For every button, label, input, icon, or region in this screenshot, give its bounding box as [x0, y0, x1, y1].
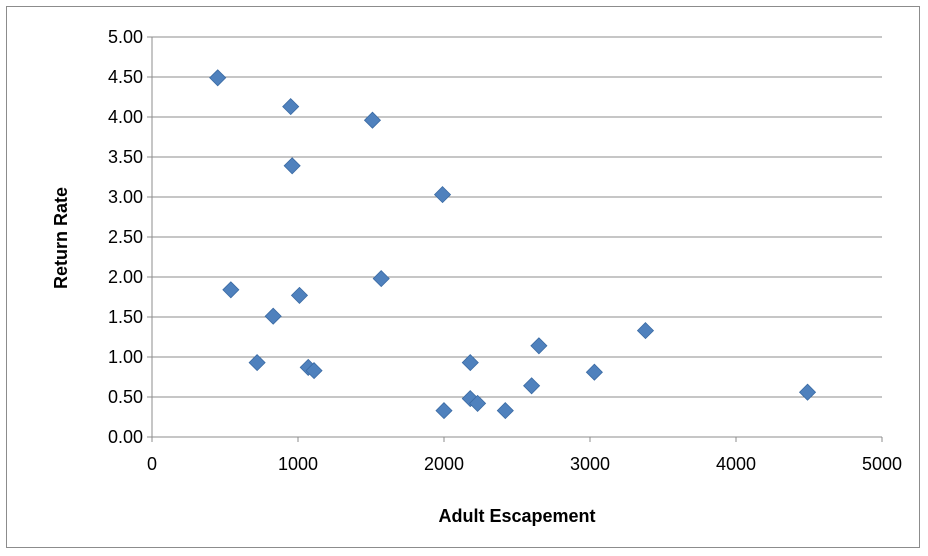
data-point: [798, 383, 817, 401]
data-point: [372, 270, 390, 288]
y-tick-label: 2.00: [108, 267, 143, 287]
x-tick-label: 0: [147, 454, 157, 474]
y-tick-label: 1.00: [108, 347, 143, 367]
x-axis-title: Adult Escapement: [438, 506, 595, 526]
data-point: [282, 98, 300, 116]
y-tick-label: 3.50: [108, 147, 143, 167]
y-tick-label: 2.50: [108, 227, 143, 247]
y-tick-labels: 0.00 0.50 1.00 1.50 2.00 2.50 3.00 3.50 4.00 4.50…: [108, 27, 143, 447]
data-point: [530, 337, 548, 355]
data-point: [469, 394, 487, 412]
data-point: [209, 69, 227, 87]
data-point: [264, 307, 282, 325]
y-tick-label: 0.50: [108, 387, 143, 407]
data-point: [496, 402, 514, 420]
x-tick-labels: 0 1000 2000 3000 4000 5000: [147, 454, 902, 474]
gridlines: [147, 36, 883, 442]
y-tick-label: 1.50: [108, 307, 143, 327]
data-point: [248, 354, 266, 372]
y-axis-title: Return Rate: [51, 187, 71, 289]
data-point: [290, 286, 309, 304]
data-point: [585, 363, 603, 381]
x-tick-label: 5000: [862, 454, 902, 474]
data-point: [523, 377, 541, 395]
y-tick-label: 0.00: [108, 427, 143, 447]
data-points: [209, 69, 817, 420]
x-tick-label: 1000: [278, 454, 318, 474]
data-point: [305, 362, 323, 380]
data-point: [363, 111, 382, 129]
data-point: [435, 402, 453, 420]
x-tick-label: 3000: [570, 454, 610, 474]
x-tick-label: 2000: [424, 454, 464, 474]
y-tick-label: 5.00: [108, 27, 143, 47]
data-point: [636, 322, 655, 340]
y-tick-label: 4.50: [108, 67, 143, 87]
y-tick-label: 3.00: [108, 187, 143, 207]
data-point: [461, 354, 479, 372]
data-point: [283, 157, 301, 175]
x-tick-label: 4000: [716, 454, 756, 474]
y-tick-label: 4.00: [108, 107, 143, 127]
data-point: [433, 186, 452, 204]
data-point: [222, 281, 240, 299]
